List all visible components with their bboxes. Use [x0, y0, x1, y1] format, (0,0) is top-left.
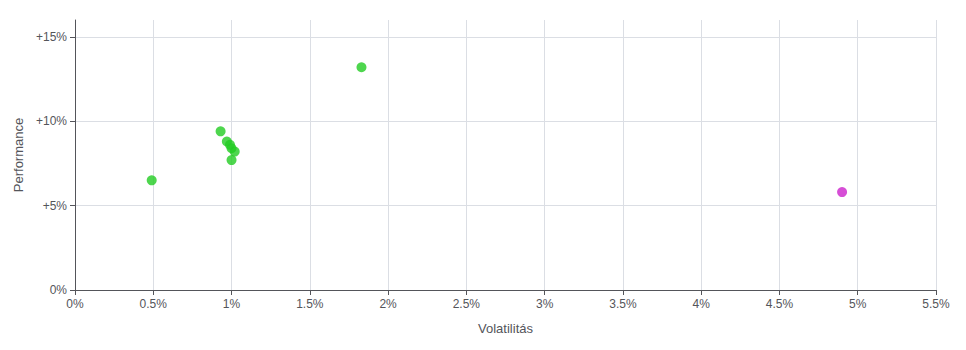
svg-text:1.5%: 1.5%: [296, 297, 324, 311]
svg-text:+10%: +10%: [36, 114, 67, 128]
svg-text:5.5%: 5.5%: [922, 297, 950, 311]
svg-text:3.5%: 3.5%: [609, 297, 637, 311]
svg-text:+15%: +15%: [36, 30, 67, 44]
svg-text:0%: 0%: [50, 283, 68, 297]
svg-text:2.5%: 2.5%: [453, 297, 481, 311]
svg-text:Volatilitás: Volatilitás: [478, 321, 533, 336]
svg-text:4.5%: 4.5%: [766, 297, 794, 311]
svg-text:0.5%: 0.5%: [140, 297, 168, 311]
svg-text:4%: 4%: [693, 297, 711, 311]
svg-text:1%: 1%: [223, 297, 241, 311]
svg-text:3%: 3%: [536, 297, 554, 311]
svg-text:5%: 5%: [849, 297, 867, 311]
svg-text:Performance: Performance: [11, 118, 26, 192]
svg-text:+5%: +5%: [43, 199, 68, 213]
svg-text:0%: 0%: [66, 297, 84, 311]
svg-text:2%: 2%: [379, 297, 397, 311]
